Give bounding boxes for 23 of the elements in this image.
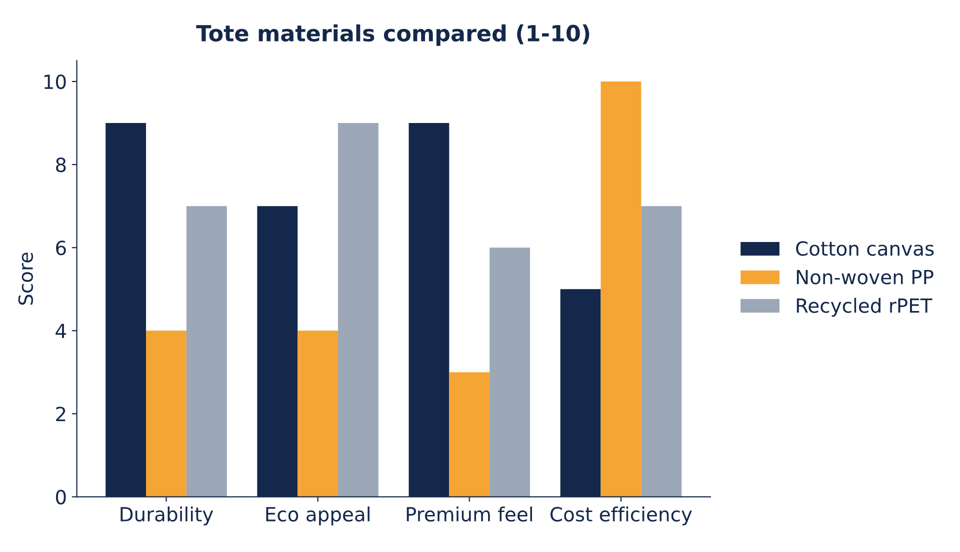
x-tick-label: Eco appeal bbox=[266, 506, 370, 526]
y-tick-label: 10 bbox=[44, 74, 66, 90]
x-tick-label: Premium feel bbox=[406, 506, 532, 522]
legend-label: Recycled rPET bbox=[796, 298, 932, 317]
legend-label: Cotton canvas bbox=[796, 241, 934, 256]
y-tick-label: 0 bbox=[56, 490, 66, 504]
bar bbox=[490, 248, 530, 497]
y-axis-title: Score bbox=[18, 252, 34, 305]
chart-title: Tote materials compared (1-10) bbox=[196, 24, 590, 46]
y-tick-label: 4 bbox=[56, 324, 66, 338]
x-tick-label: Durability bbox=[120, 506, 214, 526]
bar bbox=[641, 206, 682, 497]
bar bbox=[600, 81, 642, 497]
bar bbox=[449, 372, 490, 497]
x-tick-label: Cost efficiency bbox=[550, 506, 692, 526]
bar bbox=[298, 330, 338, 497]
y-tick-label: 8 bbox=[56, 158, 66, 172]
bar bbox=[186, 206, 227, 497]
bar bbox=[146, 330, 186, 497]
legend-label: Non-woven PP bbox=[796, 270, 934, 284]
y-tick-label: 6 bbox=[56, 240, 66, 256]
bar bbox=[338, 123, 378, 497]
y-tick-label: 2 bbox=[56, 406, 66, 422]
